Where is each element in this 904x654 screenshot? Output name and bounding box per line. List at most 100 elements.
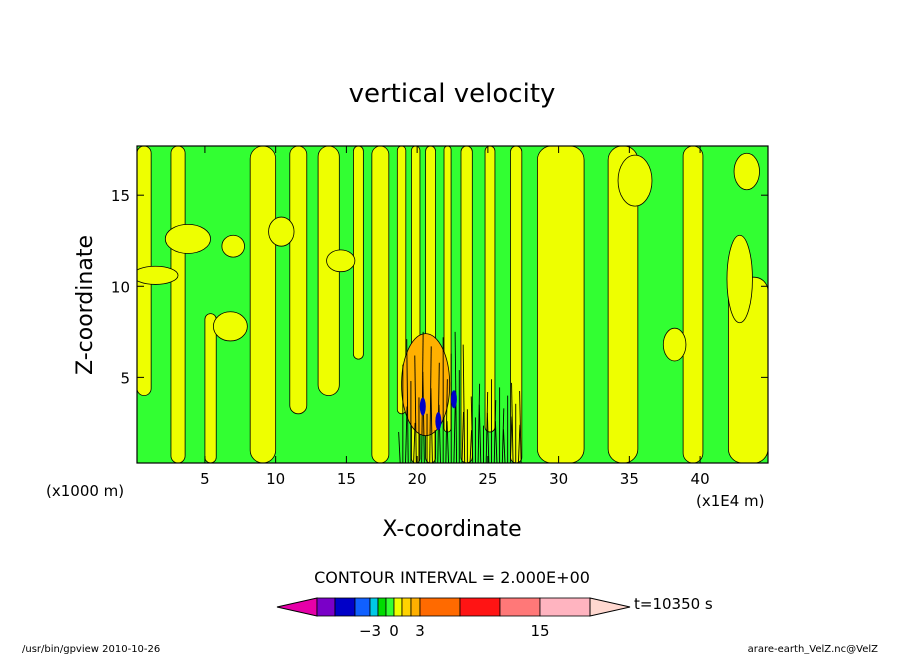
y-tick-label: 15 bbox=[111, 187, 130, 205]
strong-downdraft bbox=[435, 412, 442, 431]
footer-right: arare-earth_VelZ.nc@VelZ bbox=[748, 644, 879, 654]
positive-cell bbox=[212, 311, 248, 342]
x-tick-label: 35 bbox=[620, 470, 639, 488]
positive-band bbox=[484, 146, 496, 433]
colorbar-segment bbox=[419, 597, 461, 617]
field-background bbox=[137, 146, 768, 463]
y-tick-label: 10 bbox=[111, 278, 130, 296]
positive-cell bbox=[326, 249, 356, 273]
contour-line bbox=[517, 424, 521, 463]
contour-line bbox=[493, 400, 497, 463]
contour-line bbox=[445, 379, 448, 463]
contour-field bbox=[137, 146, 768, 463]
contour-line bbox=[519, 391, 522, 463]
strong-downdraft bbox=[419, 397, 426, 416]
x-tick-label: 20 bbox=[408, 470, 427, 488]
positive-cell bbox=[617, 154, 653, 207]
positive-band bbox=[682, 146, 704, 463]
positive-band bbox=[536, 146, 585, 463]
x-tick-label: 5 bbox=[200, 470, 210, 488]
x-tick-label: 25 bbox=[478, 470, 497, 488]
colorbar bbox=[276, 597, 631, 617]
positive-band bbox=[170, 146, 186, 463]
colorbar-segment bbox=[354, 597, 371, 617]
colorbar-segment bbox=[410, 597, 421, 617]
colorbar-label: 0 bbox=[389, 622, 399, 640]
contour-line bbox=[485, 391, 489, 463]
contour-line bbox=[477, 383, 481, 463]
x-axis-label: X-coordinate bbox=[382, 517, 521, 542]
contour-line bbox=[494, 421, 498, 463]
time-label: t=10350 s bbox=[634, 595, 713, 613]
contour-line bbox=[398, 432, 401, 463]
x-unit-right: (x1E4 m) bbox=[696, 492, 765, 510]
contour-line bbox=[413, 422, 416, 463]
contour-line bbox=[422, 371, 425, 463]
colorbar-labels: −3 0 3 15 bbox=[359, 622, 550, 640]
positive-cell bbox=[137, 265, 179, 285]
y-axis-label: Z-coordinate bbox=[73, 235, 98, 375]
colorbar-segment bbox=[334, 597, 356, 617]
contour-line bbox=[470, 396, 474, 463]
contour-line bbox=[414, 355, 417, 463]
x-unit-left: (x1000 m) bbox=[46, 482, 124, 500]
colorbar-segment bbox=[499, 597, 541, 617]
positive-band bbox=[353, 146, 364, 360]
plot-frame bbox=[136, 145, 769, 464]
positive-cell bbox=[164, 223, 211, 254]
colorbar-segment bbox=[377, 597, 387, 617]
contour-line bbox=[446, 421, 449, 463]
colorbar-segment bbox=[459, 597, 501, 617]
contour-interval: CONTOUR INTERVAL = 2.000E+00 bbox=[314, 568, 590, 587]
colorbar-label: 15 bbox=[530, 622, 549, 640]
positive-band bbox=[371, 146, 390, 463]
positive-cell bbox=[268, 216, 295, 247]
positive-band bbox=[289, 146, 308, 415]
colorbar-label: −3 bbox=[359, 622, 381, 640]
contour-line bbox=[501, 408, 505, 463]
y-tick-label: 5 bbox=[120, 369, 130, 387]
colorbar-segment bbox=[385, 597, 395, 617]
contour-line bbox=[478, 404, 482, 463]
contour-line bbox=[509, 416, 513, 463]
positive-cell bbox=[733, 152, 760, 191]
colorbar-segment bbox=[369, 597, 379, 617]
contour-line bbox=[503, 429, 506, 463]
colorbar-segment bbox=[539, 597, 591, 617]
x-tick-label: 30 bbox=[549, 470, 568, 488]
positive-band bbox=[607, 146, 639, 463]
contour-line bbox=[461, 411, 464, 463]
positive-cell bbox=[726, 234, 753, 324]
positive-band bbox=[460, 146, 473, 463]
colorbar-segment bbox=[401, 597, 412, 617]
positive-band bbox=[204, 313, 217, 463]
x-tick-label: 15 bbox=[337, 470, 356, 488]
contour-line bbox=[469, 430, 472, 463]
chart-title: vertical velocity bbox=[349, 79, 556, 109]
contour-line bbox=[421, 331, 424, 463]
colorbar-segment bbox=[393, 597, 403, 617]
x-axis: 5 10 15 20 25 30 35 40 bbox=[200, 146, 710, 488]
strong-updraft bbox=[401, 333, 451, 437]
colorbar-high-arrow bbox=[589, 597, 631, 617]
contour-line bbox=[406, 339, 409, 463]
contour-line bbox=[429, 346, 432, 463]
strong-downdraft bbox=[450, 390, 457, 409]
positive-band bbox=[510, 146, 523, 463]
positive-band bbox=[249, 146, 277, 463]
contour-line bbox=[462, 344, 466, 463]
colorbar-segment bbox=[316, 597, 336, 617]
contour-line bbox=[486, 412, 490, 463]
contour-line bbox=[511, 382, 514, 463]
x-tick-label: 40 bbox=[691, 470, 710, 488]
contour-line bbox=[430, 388, 433, 463]
x-tick-label: 10 bbox=[266, 470, 285, 488]
colorbar-low-arrow bbox=[276, 597, 318, 617]
contour-line bbox=[405, 406, 408, 463]
plot-area: 5 10 15 20 25 30 35 40 5 10 15 bbox=[111, 145, 769, 488]
positive-cell bbox=[662, 327, 687, 362]
positive-cell bbox=[221, 234, 245, 258]
colorbar-label: 3 bbox=[415, 622, 425, 640]
footer-left: /usr/bin/gpview 2010-10-26 bbox=[22, 644, 160, 654]
